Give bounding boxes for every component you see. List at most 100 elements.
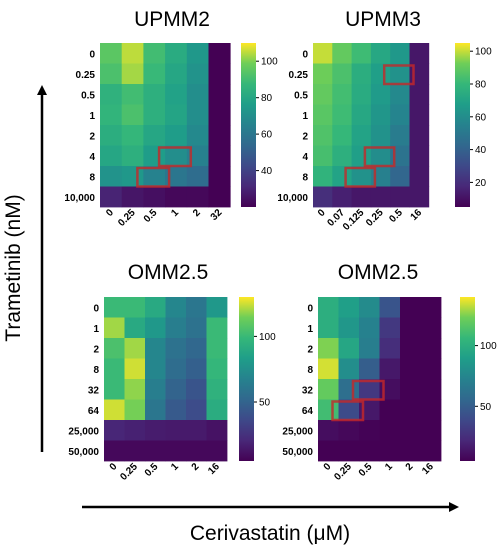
heatmap-cell: [351, 104, 372, 126]
heatmap-cell: [390, 125, 410, 146]
colorbar: 100 50: [239, 297, 276, 461]
column-label: 0: [104, 207, 116, 219]
heatmap-cell: [370, 63, 391, 85]
heatmap-cell: [409, 145, 430, 167]
heatmap-cell: [186, 186, 209, 208]
colorbar-tick-label: 50: [259, 398, 271, 409]
heatmap-cells: [313, 43, 430, 208]
heatmap-cell: [318, 420, 339, 441]
heatmap-cell: [145, 358, 166, 380]
heatmap-cell: [100, 145, 123, 167]
heatmap-cell: [338, 420, 360, 441]
heatmap-cell: [100, 63, 123, 85]
heatmap-cell: [400, 440, 421, 462]
row-label: 64: [88, 406, 100, 417]
heatmap-cell: [104, 420, 125, 441]
heatmap-cell: [313, 43, 333, 64]
heatmap-cell: [351, 63, 372, 85]
highlight-box: [382, 64, 415, 86]
row-label: 0.25: [76, 70, 96, 81]
heatmap-cell: [186, 379, 207, 400]
heatmap-cell: [409, 186, 430, 208]
row-label: 0.5: [294, 90, 308, 101]
heatmap-cell: [208, 63, 231, 85]
heatmap-cell: [409, 104, 430, 126]
heatmap-cell: [409, 125, 430, 146]
heatmap-cell: [143, 186, 166, 208]
heatmap-cell: [359, 420, 380, 441]
heatmap-cell: [165, 440, 187, 462]
heatmap-cell: [104, 379, 125, 400]
heatmap-cells: [100, 43, 231, 208]
heatmap-cell: [338, 317, 360, 339]
heatmap-cell: [379, 440, 401, 462]
highlight-boxes: [331, 379, 385, 422]
column-labels: 00.25 0.5 1 2 16: [108, 461, 223, 483]
heatmap-cell: [379, 358, 401, 380]
highlight-box: [363, 146, 396, 168]
heatmap-cell: [143, 84, 166, 105]
heatmap-cell: [420, 379, 442, 400]
heatmap-cell: [390, 186, 410, 208]
colorbar: 100 80 60 40: [241, 43, 278, 207]
colorbar-tick-label: 40: [475, 145, 487, 156]
heatmap-cell: [318, 317, 339, 339]
heatmap-cell: [420, 317, 442, 339]
heatmap-cell: [186, 104, 209, 126]
heatmap-cell: [186, 84, 209, 105]
colorbar-gradient: [460, 297, 475, 461]
heatmap-cell: [165, 186, 188, 208]
row-label: 8: [302, 172, 308, 183]
row-label: 2: [93, 344, 99, 355]
heatmap-cell: [332, 63, 352, 85]
heatmap-cell: [165, 104, 188, 126]
heatmap-cell: [351, 84, 372, 105]
heatmap-cell: [313, 166, 333, 187]
heatmap-cell: [400, 379, 421, 400]
heatmap-cell: [124, 317, 146, 339]
colorbar-tick-label: 100: [259, 332, 276, 343]
heatmap-cell: [359, 317, 380, 339]
colorbar-tick-label: 50: [480, 402, 492, 413]
x-axis-label: Cerivastatin (μM): [190, 522, 350, 545]
heatmap-cell: [100, 104, 123, 126]
column-label: 0.25: [364, 207, 386, 229]
heatmap-cell: [208, 166, 231, 187]
heatmap-cell: [318, 440, 339, 462]
heatmap-cell: [121, 43, 144, 64]
heatmap-cell: [104, 297, 125, 318]
heatmap-cell: [359, 379, 380, 400]
highlight-box: [157, 146, 193, 168]
y-axis-label: Trametinib (nM): [2, 194, 25, 341]
colorbar-tick-label: 100: [261, 57, 278, 68]
row-label: 2: [307, 344, 313, 355]
heatmap-cell: [186, 125, 209, 146]
heatmap-cell: [379, 338, 401, 359]
heatmap-cell: [332, 125, 352, 146]
heatmap-cell: [390, 84, 410, 105]
heatmap-cell: [379, 420, 401, 441]
heatmap-cell: [400, 317, 421, 339]
heatmap-cell: [104, 317, 125, 339]
row-label: 0: [93, 303, 99, 314]
heatmap-cell: [332, 104, 352, 126]
heatmap-cell: [165, 145, 188, 167]
heatmap-cell: [206, 317, 228, 339]
row-label: 8: [89, 172, 95, 183]
heatmap-cell: [400, 420, 421, 441]
panel-title: OMM2.5: [128, 261, 209, 284]
heatmap-cell: [332, 84, 352, 105]
heatmap-cell: [145, 440, 166, 462]
column-label: 0: [322, 461, 334, 473]
heatmap-cell: [318, 358, 339, 380]
colorbar-gradient: [239, 297, 254, 461]
row-label: 32: [302, 385, 314, 396]
highlight-boxes: [344, 64, 415, 188]
heatmap-cell: [143, 63, 166, 85]
heatmap-cell: [124, 338, 146, 359]
heatmap-cell: [390, 166, 410, 187]
column-label: 0: [316, 207, 328, 219]
row-label: 10,000: [64, 193, 95, 204]
row-label: 64: [302, 406, 314, 417]
